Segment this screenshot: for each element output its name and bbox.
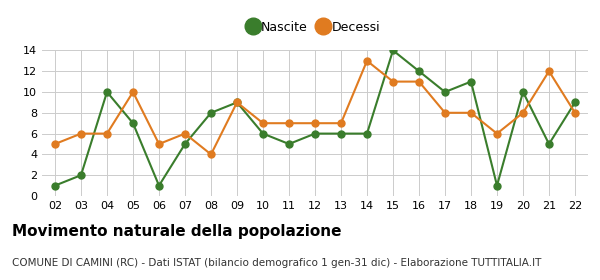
- Decessi: [493, 132, 500, 135]
- Decessi: [545, 69, 553, 73]
- Nascite: [311, 132, 319, 135]
- Nascite: [286, 142, 293, 146]
- Decessi: [181, 132, 188, 135]
- Nascite: [493, 184, 500, 187]
- Decessi: [415, 80, 422, 83]
- Decessi: [155, 142, 163, 146]
- Decessi: [286, 122, 293, 125]
- Decessi: [259, 122, 266, 125]
- Nascite: [130, 122, 137, 125]
- Decessi: [130, 90, 137, 94]
- Nascite: [545, 142, 553, 146]
- Nascite: [259, 132, 266, 135]
- Legend: Nascite, Decessi: Nascite, Decessi: [245, 16, 385, 39]
- Decessi: [389, 80, 397, 83]
- Line: Decessi: Decessi: [52, 57, 578, 158]
- Nascite: [389, 49, 397, 52]
- Line: Nascite: Nascite: [52, 47, 578, 189]
- Decessi: [103, 132, 110, 135]
- Nascite: [155, 184, 163, 187]
- Text: Movimento naturale della popolazione: Movimento naturale della popolazione: [12, 224, 341, 239]
- Nascite: [181, 142, 188, 146]
- Nascite: [415, 69, 422, 73]
- Nascite: [520, 90, 527, 94]
- Decessi: [233, 101, 241, 104]
- Decessi: [52, 142, 59, 146]
- Nascite: [442, 90, 449, 94]
- Text: COMUNE DI CAMINI (RC) - Dati ISTAT (bilancio demografico 1 gen-31 dic) - Elabora: COMUNE DI CAMINI (RC) - Dati ISTAT (bila…: [12, 258, 541, 268]
- Decessi: [520, 111, 527, 115]
- Nascite: [337, 132, 344, 135]
- Decessi: [467, 111, 475, 115]
- Nascite: [571, 101, 578, 104]
- Decessi: [337, 122, 344, 125]
- Nascite: [103, 90, 110, 94]
- Nascite: [52, 184, 59, 187]
- Nascite: [233, 101, 241, 104]
- Decessi: [442, 111, 449, 115]
- Nascite: [208, 111, 215, 115]
- Decessi: [364, 59, 371, 62]
- Decessi: [571, 111, 578, 115]
- Nascite: [364, 132, 371, 135]
- Decessi: [311, 122, 319, 125]
- Nascite: [467, 80, 475, 83]
- Decessi: [208, 153, 215, 156]
- Nascite: [77, 174, 85, 177]
- Decessi: [77, 132, 85, 135]
